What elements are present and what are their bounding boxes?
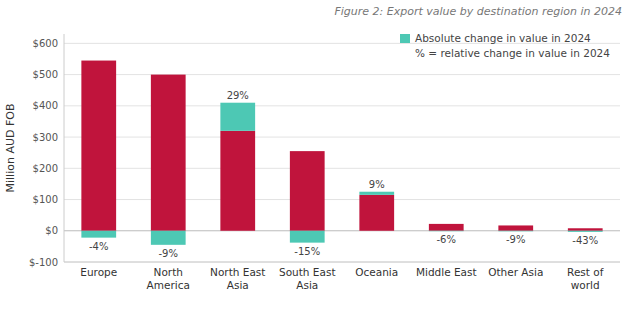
bar <box>151 75 186 231</box>
grid-line <box>64 262 620 263</box>
grid-line <box>64 168 620 169</box>
data-label: -6% <box>437 234 456 245</box>
data-label: 29% <box>227 90 249 101</box>
category-label: Middle East <box>416 266 477 278</box>
data-label: 9% <box>369 179 385 190</box>
tick-label: $400 <box>33 100 58 111</box>
bar <box>498 225 533 230</box>
bar <box>429 230 464 231</box>
grid-line <box>64 74 620 75</box>
category-label: Oceania <box>355 266 398 278</box>
legend: Absolute change in value in 2024 % = rela… <box>400 32 610 59</box>
data-label: -4% <box>89 241 108 252</box>
legend-note: % = relative change in value in 2024 <box>415 47 610 59</box>
grid-line <box>64 137 620 138</box>
data-label: -43% <box>572 235 598 246</box>
bar <box>81 61 116 231</box>
bars <box>81 61 602 245</box>
tick-label: $-100 <box>29 257 58 268</box>
bar <box>151 231 186 245</box>
data-label: -9% <box>506 234 525 245</box>
bar <box>359 195 394 231</box>
legend-label: Absolute change in value in 2024 <box>415 32 591 44</box>
bar <box>429 224 464 231</box>
tick-label: $500 <box>33 69 58 80</box>
bar <box>359 192 394 195</box>
bar <box>81 231 116 238</box>
legend-swatch <box>400 34 410 43</box>
bar <box>290 231 325 243</box>
bar <box>220 103 255 131</box>
axis-label: Million AUD FOB <box>4 104 17 193</box>
bar <box>220 131 255 231</box>
grid-line <box>64 105 620 106</box>
chart: $-100 $0 $100 $200 $300 $400 $500 $600 Million A… <box>0 0 630 315</box>
tick-label: $300 <box>33 132 58 143</box>
grid-line <box>64 199 620 200</box>
bar <box>568 231 603 232</box>
tick-label: $600 <box>33 38 58 49</box>
grid <box>64 43 620 262</box>
axis-line <box>64 34 65 262</box>
tick-label: $0 <box>45 225 58 236</box>
tick-label: $200 <box>33 163 58 174</box>
category-label: Other Asia <box>488 266 543 278</box>
bar <box>290 151 325 231</box>
tick-label: $100 <box>33 194 58 205</box>
axis-line <box>64 262 620 263</box>
data-label: -15% <box>294 246 320 257</box>
category-label: Rest ofworld <box>567 266 604 291</box>
bar <box>568 228 603 230</box>
category-label: NorthAmerica <box>147 266 190 291</box>
category-label: North EastAsia <box>210 266 265 291</box>
category-label: South EastAsia <box>279 266 336 291</box>
title: Figure 2: Export value by destination re… <box>334 5 622 18</box>
bar <box>498 230 533 232</box>
category-label: Europe <box>80 266 117 278</box>
grid-line <box>64 230 620 231</box>
data-label: -9% <box>159 248 178 259</box>
